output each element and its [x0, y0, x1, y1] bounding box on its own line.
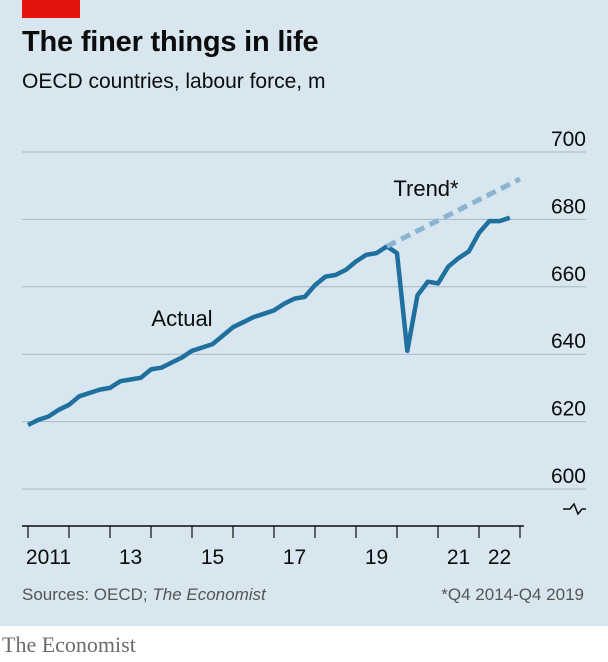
- y-tick-label-680: 680: [551, 195, 586, 218]
- y-tick-label-620: 620: [551, 398, 586, 421]
- chart-subtitle: OECD countries, labour force, m: [22, 70, 326, 93]
- chart-title: The finer things in life: [22, 26, 319, 58]
- series-line-actual: [27, 215, 511, 428]
- x-axis: 2011 13 15 17 19 21 22: [22, 525, 524, 569]
- x-tick-label-19: 19: [365, 546, 388, 569]
- axis-break-icon: [563, 502, 586, 516]
- annotation-trend: Trend*: [393, 176, 459, 201]
- x-tick-label-17: 17: [283, 546, 306, 569]
- y-tick-label-600: 600: [551, 465, 586, 488]
- x-tick-label-22: 22: [488, 546, 511, 569]
- line-chart: 600 620 640 660 680 700 2011 13 15 17 19 21 22 Actu…: [22, 128, 586, 569]
- y-tick-label-660: 660: [551, 263, 586, 286]
- x-tick-label-2011: 2011: [26, 546, 71, 569]
- series-line-trend: [385, 176, 522, 249]
- annotation-actual: Actual: [151, 306, 212, 331]
- trend-footnote: *Q4 2014-Q4 2019: [441, 585, 584, 604]
- chart-card: [0, 0, 608, 626]
- source-publication: The Economist: [152, 585, 266, 604]
- x-tick-label-13: 13: [119, 546, 142, 569]
- annotations: Actual Trend*: [151, 176, 459, 331]
- series-lines: [27, 176, 522, 428]
- brand-red-tag: [22, 0, 80, 18]
- source-prefix: Sources: OECD;: [22, 585, 153, 604]
- y-tick-label-640: 640: [551, 330, 586, 353]
- y-tick-labels: 600 620 640 660 680 700: [551, 128, 586, 516]
- gridlines: [22, 151, 586, 490]
- brand-wordmark: The Economist: [2, 632, 136, 657]
- y-tick-label-700: 700: [551, 128, 586, 151]
- source-note: Sources: OECD; The Economist: [22, 585, 266, 605]
- x-tick-label-21: 21: [447, 546, 470, 569]
- x-tick-label-15: 15: [201, 546, 224, 569]
